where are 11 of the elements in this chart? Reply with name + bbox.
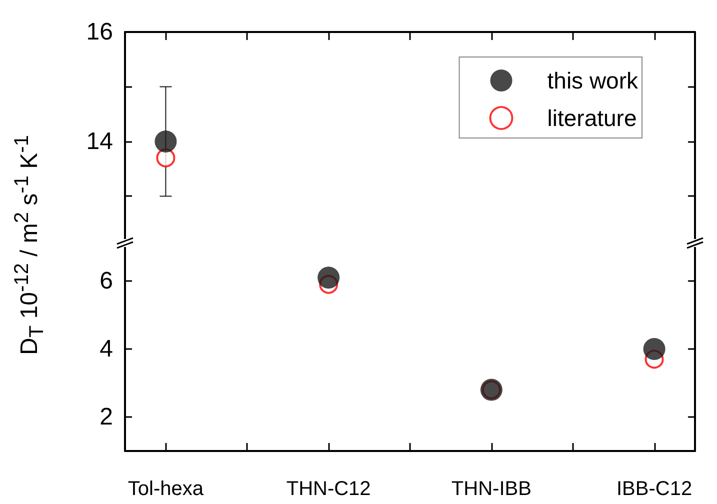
y-tick-label: 14 [86, 128, 113, 155]
x-tick-label: THN-C12 [286, 478, 371, 500]
y-tick-label: 4 [100, 336, 113, 362]
x-tick-label: THN-IBB [451, 478, 532, 500]
legend-label: this work [547, 68, 638, 94]
y-tick-label: 2 [100, 404, 113, 430]
y-tick-label: 16 [86, 18, 113, 46]
y-tick-label: 6 [100, 268, 113, 294]
legend-label: literature [547, 105, 637, 131]
x-tick-label: Tol-hexa [128, 478, 204, 500]
x-tick-label: IBB-C12 [616, 478, 692, 500]
